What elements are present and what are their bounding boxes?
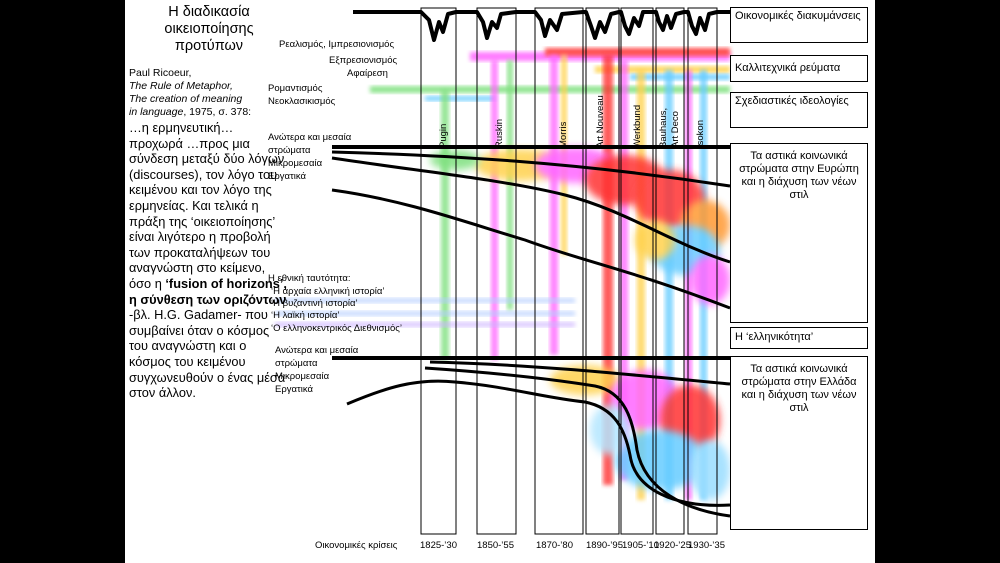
- box-art-currents: Καλλιτεχνικά ρεύματα: [730, 55, 868, 82]
- citation-work-line3: in language: [129, 106, 184, 118]
- movement-label-ruskin: Ruskin: [494, 119, 505, 148]
- label-abstraction: Αφαίρεση: [347, 68, 388, 79]
- stream-labels: Ρεαλισμός, Ιμπρεσιονισμός Εξπρεσιονισμός…: [268, 39, 402, 551]
- label-hellenocentric: ‘Ο ελληνοκεντρικός Διεθνισμός’: [271, 323, 402, 334]
- period-labels: 1825-’30 1850-’55 1870-’80 1890-’95 1905…: [420, 540, 725, 551]
- left-text-column: Η διαδικασία οικειοποίησης προτύπων Paul…: [129, 4, 289, 401]
- quote-part-1: …η ερμηνευτική… προχωρά …προς μια σύνδεσ…: [129, 120, 285, 291]
- label-expressionism: Εξπρεσιονισμός: [329, 55, 398, 66]
- box-europe-strata: Τα αστικά κοινωνικά στρώματα στην Ευρώπη…: [730, 143, 868, 323]
- label-upper-middle-greece: Ανώτερα και μεσαία: [275, 345, 359, 356]
- period-label: 1920-’25: [654, 540, 691, 551]
- citation: Paul Ricoeur, The Rule of Metaphor, The …: [129, 67, 289, 119]
- europe-strata-lines: [331, 145, 731, 310]
- box-hellenicity: Η ‘ελληνικότητα’: [730, 327, 868, 349]
- movement-label-pugin: Pugin: [438, 124, 449, 148]
- label-ancient-history: ‘Η αρχαία ελληνική ιστορία’: [271, 286, 385, 297]
- movement-label-morris: Morris: [558, 121, 569, 148]
- greece-strata-lines: [332, 356, 731, 518]
- movement-labels: Pugin Ruskin Morris Art Nouveau Werkbund…: [438, 95, 706, 148]
- label-petty-bourgeois-europe: Μικρομεσαία: [268, 158, 323, 169]
- label-strata-greece: στρώματα: [275, 358, 318, 369]
- period-label: 1825-’30: [420, 540, 457, 551]
- label-romanticism: Ρομαντισμός: [268, 83, 323, 94]
- label-strata-europe: στρώματα: [268, 145, 311, 156]
- label-petty-bourgeois-greece: Μικρομεσαία: [275, 371, 330, 382]
- citation-details: , 1975, σ. 378:: [183, 106, 252, 118]
- citation-work-line1: The Rule of Metaphor,: [129, 80, 233, 92]
- label-upper-middle-europe: Ανώτερα και μεσαία: [268, 132, 352, 143]
- label-national-identity: Η εθνική ταυτότητα:: [268, 273, 351, 284]
- period-label: 1870-’80: [536, 540, 573, 551]
- period-label: 1930-’35: [688, 540, 725, 551]
- period-label: 1890-’95: [586, 540, 623, 551]
- label-working-europe: Εργατικά: [268, 171, 306, 182]
- box-design-ideologies: Σχεδιαστικές ιδεολογίες: [730, 92, 868, 128]
- period-label: 1905-’10: [622, 540, 659, 551]
- label-byzantine-history: ‘Η βυζαντινή ιστορία’: [271, 298, 358, 309]
- identity-bands: [275, 298, 575, 327]
- movement-label-bauhaus: Bauhaus,: [658, 108, 669, 148]
- movement-label-werkbund: Werkbund: [632, 105, 643, 148]
- box-economic-fluctuations: Οικονομικές διακυμάνσεις: [730, 7, 868, 43]
- label-folk-history: ‘Η λαϊκή ιστορία’: [271, 310, 340, 321]
- period-label: 1850-’55: [477, 540, 514, 551]
- economic-fluctuations-line: [353, 10, 730, 42]
- box-greece-strata: Τα αστικά κοινωνικά στρώματα στην Ελλάδα…: [730, 356, 868, 530]
- diffusion-diagram: Pugin Ruskin Morris Art Nouveau Werkbund…: [268, 7, 731, 551]
- label-realism: Ρεαλισμός, Ιμπρεσιονισμός: [279, 39, 394, 50]
- period-columns: [420, 7, 718, 535]
- label-neoclassicism: Νεοκλασικισμός: [268, 96, 336, 107]
- movement-label-art-nouveau: Art Nouveau: [595, 95, 606, 148]
- citation-author: Paul Ricoeur,: [129, 67, 192, 79]
- label-economic-crises: Οικονομικές κρίσεις: [315, 540, 398, 551]
- label-working-greece: Εργατικά: [275, 384, 313, 395]
- quote-bold: ‘fusion of horizons’, η σύνθεση των οριζ…: [129, 275, 287, 307]
- movement-label-art-deco: Art Deco: [670, 111, 681, 148]
- slide: Pugin Ruskin Morris Art Nouveau Werkbund…: [125, 0, 875, 563]
- movement-label-isokon: Isokon: [695, 120, 706, 148]
- ricoeur-quote: …η ερμηνευτική… προχωρά …προς μια σύνδεσ…: [129, 120, 289, 401]
- citation-work-line2: The creation of meaning: [129, 93, 243, 105]
- slide-title: Η διαδικασία οικειοποίησης προτύπων: [164, 4, 254, 54]
- quote-part-2: -βλ. H.G. Gadamer- που συμβαίνει όταν ο …: [129, 307, 286, 401]
